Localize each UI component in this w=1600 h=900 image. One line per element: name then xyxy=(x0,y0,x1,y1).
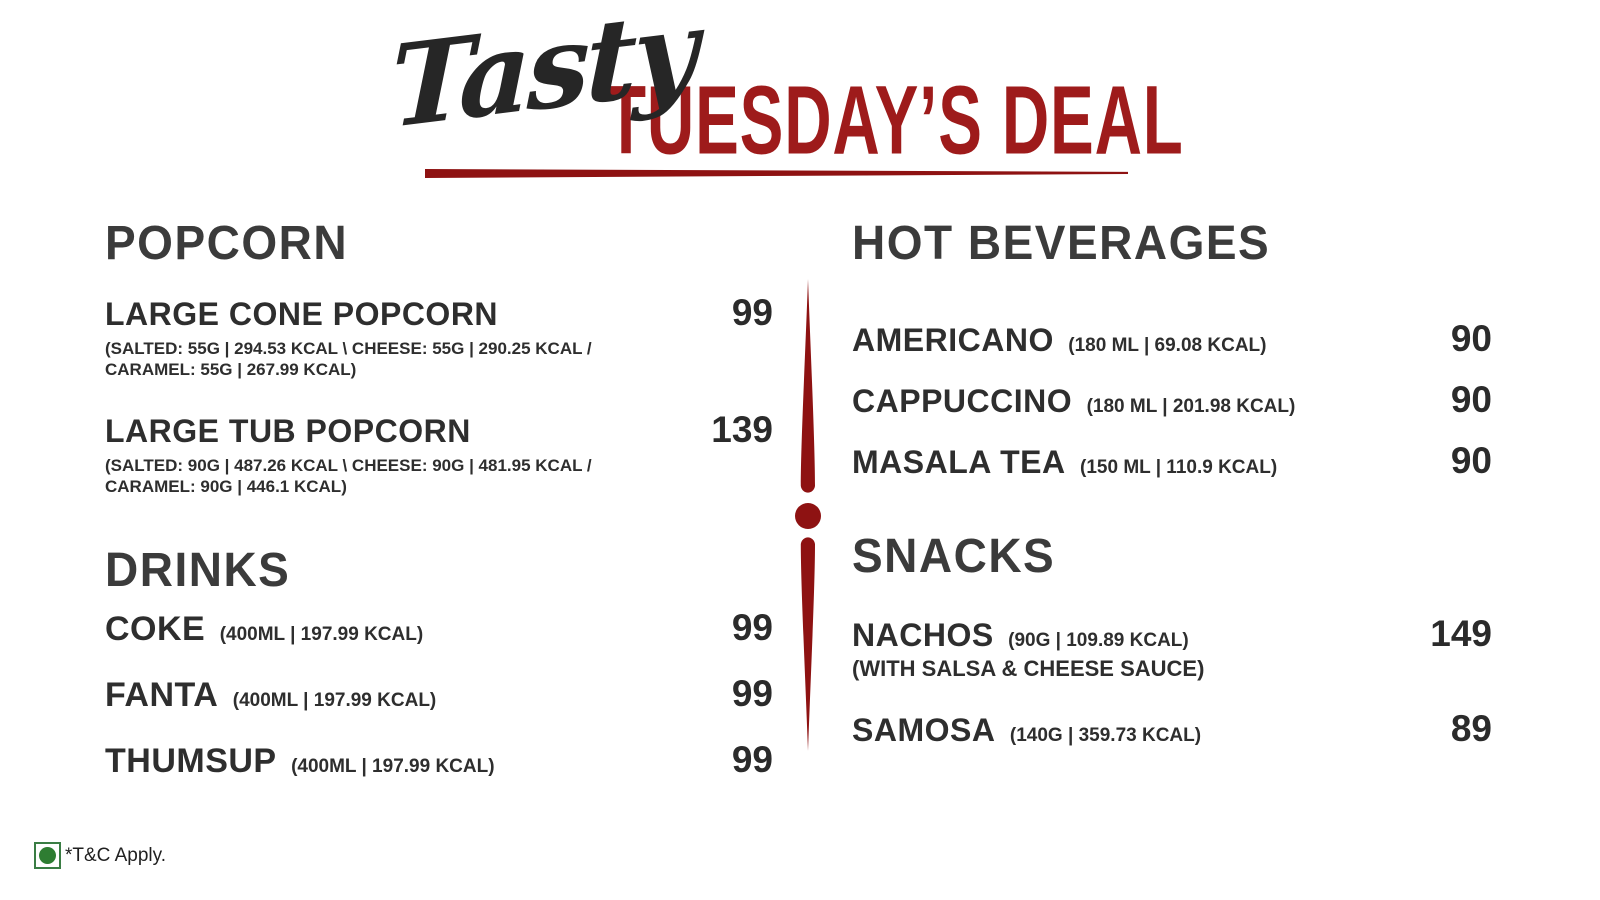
item-price: 90 xyxy=(1450,379,1492,420)
item-name: THUMSUP xyxy=(105,742,277,780)
section-heading-snacks: SNACKS xyxy=(852,527,1056,583)
item-detail-line: CARAMEL: 90G | 446.1 KCAL) xyxy=(105,476,347,496)
item-detail-line: (WITH SALSA & CHEESE SAUCE) xyxy=(852,656,1205,681)
title-underline xyxy=(425,169,1128,178)
section-divider xyxy=(795,279,821,751)
item-detail: (180 ML | 69.08 KCAL) xyxy=(1068,335,1267,356)
item-detail: (90G | 109.89 KCAL) xyxy=(1008,630,1189,651)
tnc-note: *T&C Apply. xyxy=(65,844,167,866)
menu-item-masala-tea: MASALA TEA (150 ML | 110.9 KCAL) 90 xyxy=(852,442,1492,481)
item-price: 89 xyxy=(1450,708,1492,749)
right-column: HOT BEVERAGES AMERICANO (180 ML | 69.08 … xyxy=(852,218,1492,749)
item-name: FANTA xyxy=(105,676,219,714)
item-name: LARGE CONE POPCORN xyxy=(105,296,499,332)
item-name: SAMOSA xyxy=(852,712,996,748)
title-script-word: Tasty xyxy=(389,0,695,155)
left-column: POPCORN LARGE CONE POPCORN 99 (SALTED: 5… xyxy=(105,218,773,781)
item-detail-line: CARAMEL: 55G | 267.99 KCAL) xyxy=(105,360,357,380)
menu-item-americano: AMERICANO (180 ML | 69.08 KCAL) 90 xyxy=(852,320,1492,359)
item-detail: (400ML | 197.99 KCAL) xyxy=(291,756,495,777)
item-detail: (400ML | 197.99 KCAL) xyxy=(219,624,424,645)
menu-item-large-tub-popcorn: LARGE TUB POPCORN 139 (SALTED: 90G | 487… xyxy=(105,411,773,498)
item-price: 99 xyxy=(731,607,773,648)
section-heading-hot-beverages: HOT BEVERAGES xyxy=(852,214,1271,270)
item-detail: (400ML | 197.99 KCAL) xyxy=(232,690,437,711)
section-heading-drinks: DRINKS xyxy=(105,541,291,597)
menu-item-samosa: SAMOSA (140G | 359.73 KCAL) 89 xyxy=(852,710,1492,749)
item-price: 99 xyxy=(731,673,773,714)
menu-item-cappuccino: CAPPUCCINO (180 ML | 201.98 KCAL) 90 xyxy=(852,381,1492,420)
item-name: LARGE TUB POPCORN xyxy=(105,412,471,449)
item-price: 99 xyxy=(731,292,773,333)
item-price: 99 xyxy=(731,739,773,780)
veg-indicator-icon xyxy=(34,842,61,869)
item-name: NACHOS xyxy=(852,617,994,653)
item-name: AMERICANO xyxy=(852,322,1054,358)
item-detail-line: (SALTED: 90G | 487.26 KCAL \ CHEESE: 90G… xyxy=(105,455,592,475)
item-price: 139 xyxy=(711,408,773,450)
item-name: CAPPUCCINO xyxy=(852,383,1073,419)
footer: *T&C Apply. xyxy=(34,842,166,869)
item-detail: (180 ML | 201.98 KCAL) xyxy=(1086,396,1296,417)
item-price: 149 xyxy=(1430,613,1492,654)
item-detail-line: (SALTED: 55G | 294.53 KCAL \ CHEESE: 55G… xyxy=(105,339,592,358)
item-name: COKE xyxy=(105,610,206,648)
item-detail: (150 ML | 110.9 KCAL) xyxy=(1080,457,1278,478)
item-price: 90 xyxy=(1450,440,1492,481)
menu-item-thumsup: THUMSUP (400ML | 197.99 KCAL) 99 xyxy=(105,741,773,781)
menu-item-nachos: NACHOS (90G | 109.89 KCAL) 149 (WITH SAL… xyxy=(852,615,1492,682)
menu-item-large-cone-popcorn: LARGE CONE POPCORN 99 (SALTED: 55G | 294… xyxy=(105,294,773,381)
item-name: MASALA TEA xyxy=(852,444,1066,480)
item-price: 90 xyxy=(1450,318,1492,359)
menu-item-fanta: FANTA (400ML | 197.99 KCAL) 99 xyxy=(105,675,773,715)
menu-item-coke: COKE (400ML | 197.99 KCAL) 99 xyxy=(105,609,773,649)
title-main-text: TUESDAY’S DEAL xyxy=(606,65,1184,175)
item-detail: (140G | 359.73 KCAL) xyxy=(1009,725,1202,746)
section-heading-popcorn: POPCORN xyxy=(105,214,349,270)
